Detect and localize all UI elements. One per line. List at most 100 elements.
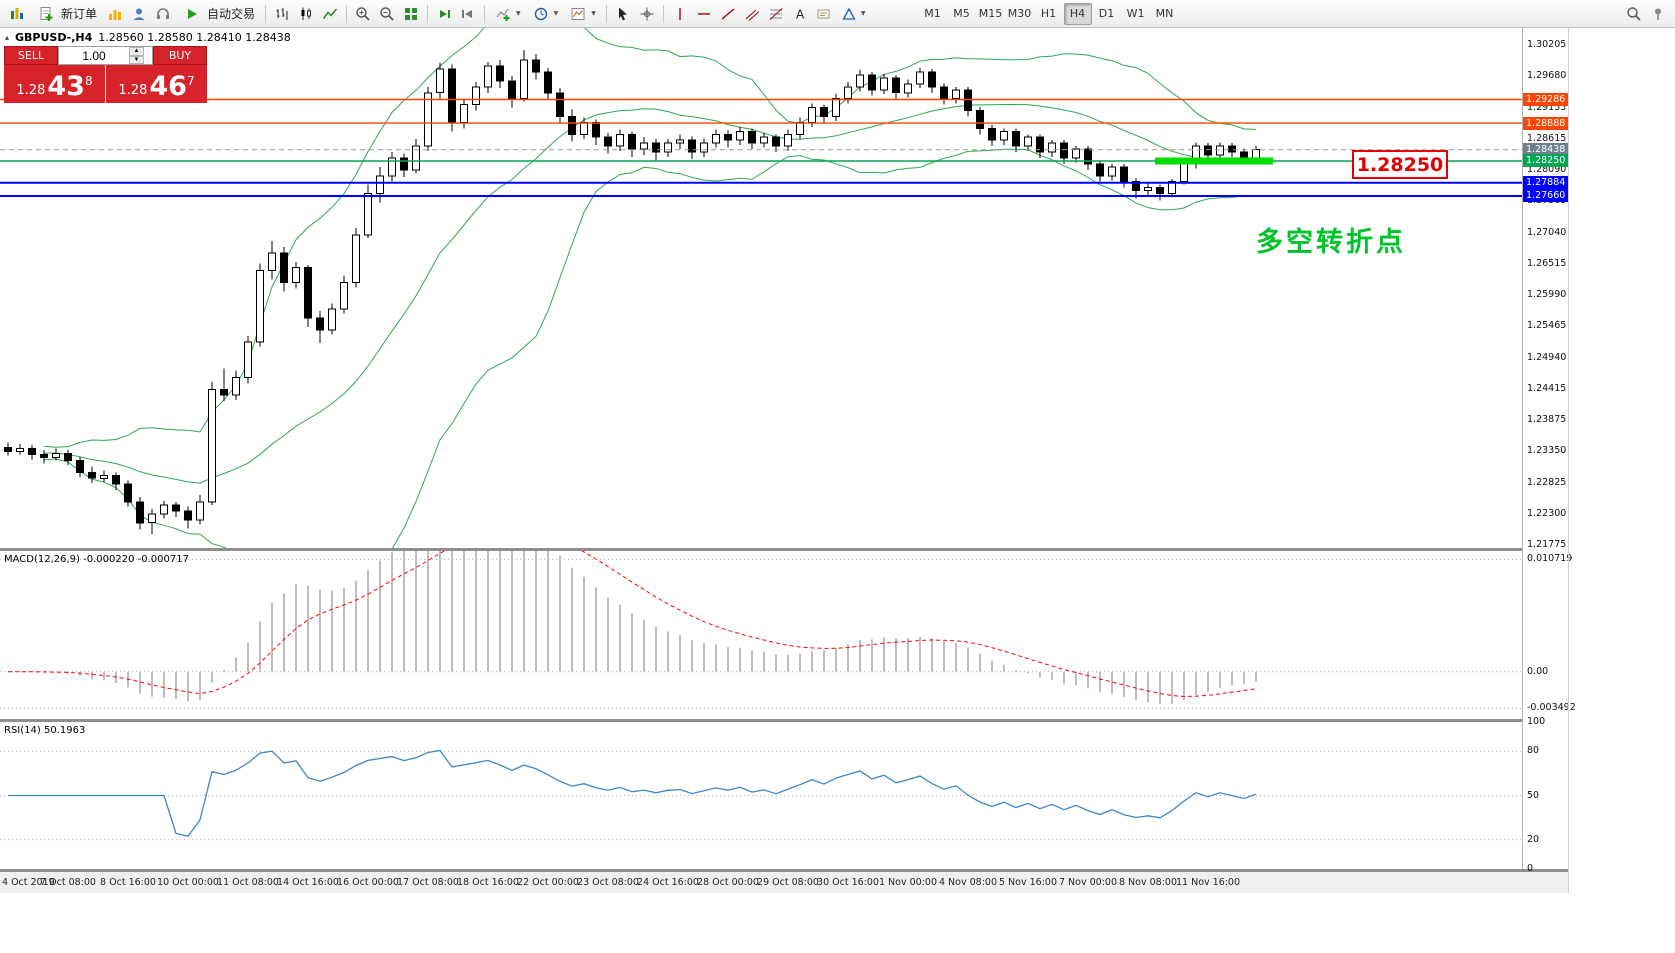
timeframe-mn[interactable]: MN	[1155, 7, 1174, 20]
panel-separator[interactable]	[0, 719, 1568, 722]
volume-input[interactable]	[59, 47, 129, 64]
headset-icon[interactable]	[152, 3, 174, 24]
time-axis-label: 1 Nov 00:00	[878, 877, 938, 888]
rsi-axis-label: 20	[1527, 833, 1540, 845]
collapse-icon[interactable]: ▴	[5, 33, 10, 42]
new-order-button[interactable]: 新订单	[30, 3, 102, 25]
price-axis[interactable]: 1.302051.296801.291551.286151.280901.275…	[1522, 28, 1576, 874]
price-axis-label: 1.24415	[1527, 382, 1567, 394]
time-axis-label: 10 Oct 00:00	[157, 877, 219, 888]
rsi-axis-label: 0	[1527, 863, 1534, 874]
macd-values: -0.000220 -0.000717	[83, 554, 189, 565]
profile-icon[interactable]	[128, 3, 150, 24]
shapes-button[interactable]: ▼	[837, 3, 871, 25]
timeframe-m5[interactable]: M5	[953, 7, 970, 20]
volume-down-icon[interactable]: ▼	[129, 55, 144, 64]
sell-price-big: 43	[47, 71, 85, 102]
time-axis-label: 11 Nov 16:00	[1175, 877, 1241, 888]
text-icon[interactable]: A	[789, 3, 811, 24]
price-axis-label: 1.29155	[1527, 101, 1567, 113]
bar-chart-icon[interactable]	[271, 3, 293, 24]
price-box-1.29286: 1.29286	[1523, 93, 1569, 107]
cursor-icon[interactable]	[612, 3, 634, 24]
tile-windows-icon[interactable]	[400, 3, 422, 24]
timeframe-m15[interactable]: M15	[978, 7, 1003, 20]
rsi-axis-label: 50	[1527, 789, 1540, 801]
sell-price-button[interactable]: 1.28 43 8	[4, 65, 106, 103]
time-axis-label: 5 Nov 16:00	[998, 877, 1058, 888]
autotrading-button[interactable]: 自动交易	[176, 3, 260, 25]
price-axis-label: 1.28090	[1527, 164, 1567, 175]
sell-button[interactable]: SELL	[4, 46, 58, 65]
one-click-trade-panel: SELL ▲ ▼ BUY 1.28 43 8 1.28 46 7	[4, 46, 207, 103]
sell-price-int: 1.28	[16, 83, 46, 98]
auto-scroll-icon[interactable]	[433, 3, 455, 24]
panel-separator[interactable]	[0, 869, 1568, 872]
price-axis-label: 1.25465	[1527, 320, 1567, 332]
rsi-axis-label: 100	[1527, 716, 1546, 727]
price-box-1.27660: 1.27660	[1523, 189, 1569, 203]
zoom-out-icon[interactable]	[376, 3, 398, 24]
price-axis-label: 1.23350	[1527, 445, 1567, 457]
time-axis-label: 28 Oct 00:00	[697, 877, 759, 888]
timeframe-d1[interactable]: D1	[1098, 7, 1115, 20]
time-axis-label: 22 Oct 00:00	[517, 877, 579, 888]
channel-icon[interactable]	[741, 3, 763, 24]
periods-button[interactable]: ▼	[528, 3, 564, 25]
separator	[346, 4, 348, 23]
time-axis-label: 11 Oct 08:00	[217, 877, 279, 888]
macd-panel[interactable]	[0, 551, 1522, 719]
chart-right-border	[1568, 28, 1569, 893]
time-axis-label: 24 Oct 16:00	[637, 877, 699, 888]
separator	[662, 4, 664, 23]
horizontal-line-icon[interactable]	[693, 3, 715, 24]
price-axis-label: 1.28615	[1527, 132, 1567, 144]
price-axis-label: 1.24940	[1527, 351, 1567, 363]
rsi-panel[interactable]	[0, 722, 1522, 869]
templates-button[interactable]: ▼	[565, 3, 601, 25]
svg-text:A: A	[796, 7, 805, 21]
line-chart-icon[interactable]	[319, 3, 341, 24]
trendline-icon[interactable]	[717, 3, 739, 24]
panel-separator[interactable]	[0, 548, 1568, 551]
timeframe-m1[interactable]: M1	[924, 7, 941, 20]
volume-stepper: ▲ ▼	[129, 47, 144, 64]
price-axis-label: 1.21775	[1527, 539, 1567, 550]
volume-up-icon[interactable]: ▲	[129, 47, 144, 56]
new-order-label: 新订单	[61, 7, 98, 21]
timeframe-h4[interactable]: H4	[1063, 2, 1092, 25]
timeframe-w1[interactable]: W1	[1126, 7, 1145, 20]
text-label-icon[interactable]	[813, 3, 835, 24]
separator	[265, 4, 267, 23]
price-level-label[interactable]: 1.28250	[1352, 150, 1448, 179]
bollinger-upper	[43, 28, 1257, 448]
time-axis[interactable]: 4 Oct 2019 7 Oct 08:00 8 Oct 16:00 10 Oct 0…	[0, 872, 1568, 893]
symbol-timeframe: GBPUSD-,H4	[15, 31, 93, 44]
highlight-bar[interactable]	[1155, 157, 1273, 165]
app-icon	[6, 3, 28, 24]
price-chart[interactable]	[0, 28, 1522, 548]
candlestick-chart-icon[interactable]	[295, 3, 317, 24]
chart-window-icon[interactable]	[104, 3, 126, 24]
buy-button[interactable]: BUY	[153, 46, 207, 65]
chart-shift-icon[interactable]	[457, 3, 479, 24]
indicators-button[interactable]: ▼	[490, 3, 526, 25]
zoom-in-icon[interactable]	[352, 3, 374, 24]
candles	[4, 50, 1260, 534]
macd-axis-label: -0.003492	[1527, 702, 1576, 714]
chart-title: ▴ GBPUSD-,H4 1.28560 1.28580 1.28410 1.2…	[5, 31, 291, 44]
price-axis-label: 1.29680	[1527, 70, 1567, 82]
trade-panel-prices: 1.28 43 8 1.28 46 7	[4, 65, 207, 103]
pin-icon[interactable]	[1647, 3, 1669, 24]
volume-field: ▲ ▼	[58, 46, 153, 65]
timeframe-h1[interactable]: H1	[1040, 7, 1057, 20]
macd-axis-label: 0.010719	[1527, 553, 1573, 565]
timeframe-m30[interactable]: M30	[1007, 7, 1032, 20]
vertical-line-icon[interactable]	[669, 3, 691, 24]
crosshair-icon[interactable]	[636, 3, 658, 24]
turning-point-note[interactable]: 多空转折点	[1256, 227, 1406, 258]
buy-price-button[interactable]: 1.28 46 7	[106, 65, 207, 103]
search-icon[interactable]	[1623, 3, 1645, 24]
fibonacci-icon[interactable]	[765, 3, 787, 24]
